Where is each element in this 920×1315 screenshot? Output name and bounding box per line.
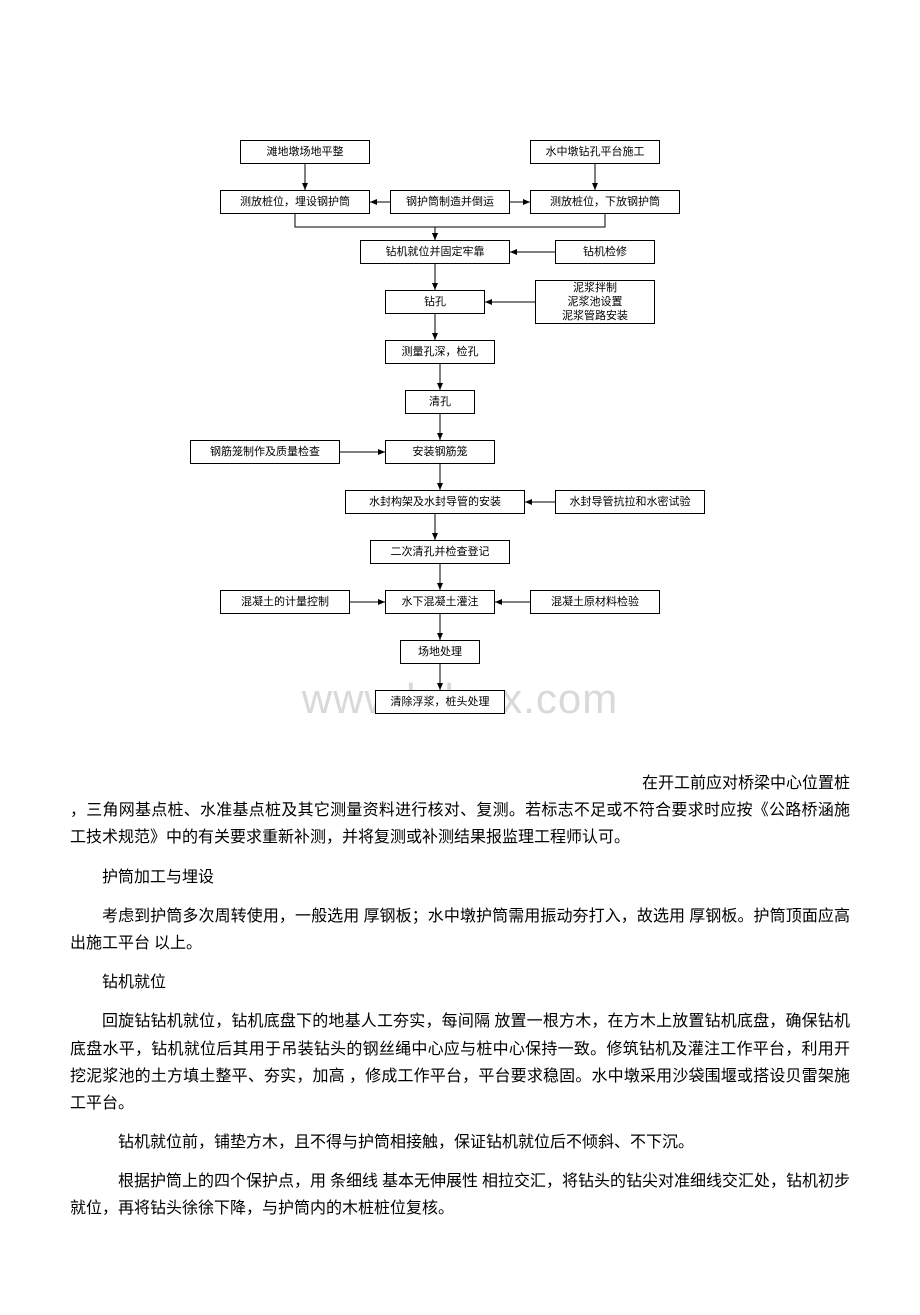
flow-node-n6: 钻机就位并固定牢靠 [360,240,510,264]
flow-node-n10: 测量孔深，检孔 [385,340,495,364]
flow-node-n3: 测放桩位，埋设钢护筒 [220,190,370,214]
flow-node-n16: 二次清孔并检查登记 [370,540,510,564]
section-title-1: 护筒加工与埋设 [70,864,850,891]
flow-node-n21: 清除浮浆，桩头处理 [375,690,505,714]
flow-node-n4: 钢护筒制造并倒运 [390,190,510,214]
flow-node-n1: 滩地墩场地平整 [240,140,370,164]
flow-node-n8: 钻孔 [385,290,485,314]
paragraph-1-rest: ，三角网基点桩、水准基点桩及其它测量资料进行核对、复测。若标志不足或不符合要求时… [70,802,850,846]
flow-node-n7: 钻机检修 [555,240,655,264]
paragraph-1: 在开工前应对桥梁中心位置桩 ，三角网基点桩、水准基点桩及其它测量资料进行核对、复测… [70,770,850,852]
flowchart: www.bdocx.com 滩地墩场地平整水中墩钻孔平台施工测放桩位，埋设钢护筒… [160,140,760,760]
flow-node-n12: 钢筋笼制作及质量检查 [190,440,340,464]
flow-node-n19: 混凝土原材料检验 [530,590,660,614]
flow-node-n15: 水封导管抗拉和水密试验 [555,490,705,514]
section-title-2: 钻机就位 [70,969,850,996]
paragraph-5: 根据护筒上的四个保护点，用 条细线 基本无伸展性 相拉交汇，将钻头的钻尖对准细线… [70,1168,850,1222]
paragraph-1-head: 在开工前应对桥梁中心位置桩 [642,770,850,797]
paragraph-2: 考虑到护筒多次周转使用，一般选用 厚钢板；水中墩护筒需用振动夯打入，故选用 厚钢… [70,903,850,957]
document-body: 在开工前应对桥梁中心位置桩 ，三角网基点桩、水准基点桩及其它测量资料进行核对、复测… [70,770,850,1315]
flow-node-n5: 测放桩位，下放钢护筒 [530,190,680,214]
flow-node-n9: 泥浆拌制泥浆池设置泥浆管路安装 [535,280,655,324]
flow-node-n11: 清孔 [405,390,475,414]
flow-node-n18: 水下混凝土灌注 [385,590,495,614]
flow-node-n13: 安装钢筋笼 [385,440,495,464]
flow-node-n2: 水中墩钻孔平台施工 [530,140,660,164]
flow-node-n17: 混凝土的计量控制 [220,590,350,614]
paragraph-3: 回旋钻钻机就位，钻机底盘下的地基人工夯实，每间隔 放置一根方木，在方木上放置钻机… [70,1008,850,1117]
flow-node-n14: 水封构架及水封导管的安装 [345,490,525,514]
paragraph-4: 钻机就位前，铺垫方木，且不得与护筒相接触，保证钻机就位后不倾斜、不下沉。 [70,1129,850,1156]
flow-node-n20: 场地处理 [400,640,480,664]
